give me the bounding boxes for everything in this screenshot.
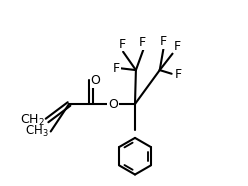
- Text: CH$_3$: CH$_3$: [25, 124, 49, 139]
- Text: CH$_2$: CH$_2$: [20, 113, 45, 128]
- Text: F: F: [119, 38, 126, 51]
- Text: F: F: [139, 36, 146, 49]
- Text: F: F: [160, 35, 167, 48]
- Text: F: F: [173, 40, 181, 53]
- Text: F: F: [113, 62, 120, 75]
- Text: O: O: [91, 74, 100, 87]
- Text: F: F: [174, 68, 182, 81]
- Text: O: O: [108, 98, 118, 111]
